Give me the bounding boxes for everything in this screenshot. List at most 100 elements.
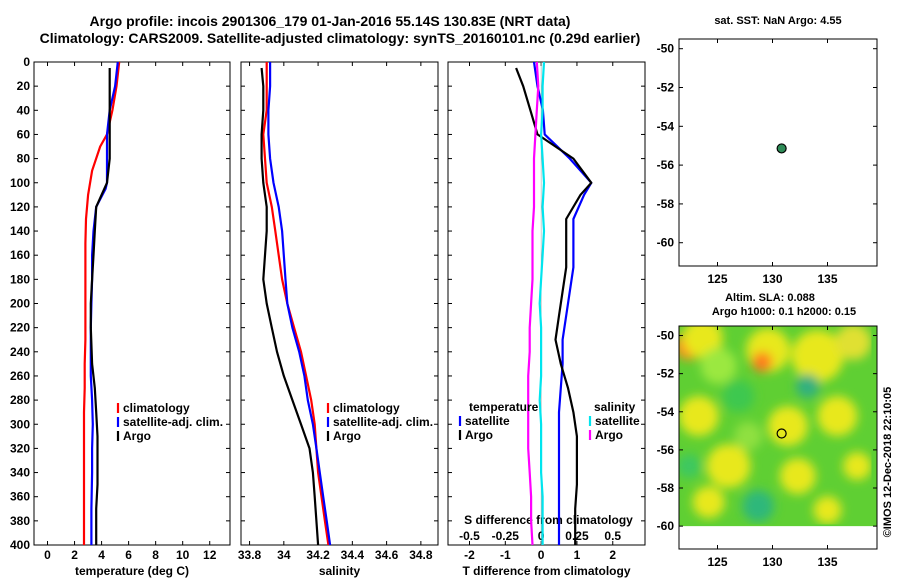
sla_map-xtick-label: 125 xyxy=(707,555,727,569)
sla_map-frame xyxy=(678,325,878,550)
depth-tick-label: 20 xyxy=(17,79,31,93)
salinity-xtick-label: 33.8 xyxy=(238,548,262,562)
difference-panel: -2 -1 0 1 2 T difference from climatology S di… xyxy=(447,61,646,578)
difference-s-tick-label: -0.5 xyxy=(459,529,480,543)
difference-s-tick-label: 0.5 xyxy=(604,529,621,543)
depth-tick-label: 60 xyxy=(17,127,31,141)
depth-tick-label: 220 xyxy=(10,321,30,335)
difference-xtick-label: 2 xyxy=(609,548,616,562)
sla-anomaly-blob xyxy=(835,326,872,361)
salinity-xtick-label: 34 xyxy=(277,548,291,562)
sst_map-ytick-label: -60 xyxy=(657,236,675,250)
temperature-xtick-label: 4 xyxy=(98,548,105,562)
depth-tick-label: 280 xyxy=(10,393,30,407)
salinity-xtick-label: 34.4 xyxy=(341,548,365,562)
sla_map-ytick-label: -50 xyxy=(657,329,675,343)
salinity-panel: 33.8 34 34.2 34.4 34.6 34.8 salinity climatolog… xyxy=(238,61,439,578)
sla_map-xtick-label: 130 xyxy=(762,555,782,569)
temperature-xtick-label: 2 xyxy=(71,548,78,562)
sst_map-xtick-label: 125 xyxy=(707,272,727,286)
difference-xtick-label: -2 xyxy=(464,548,475,562)
depth-tick-label: 380 xyxy=(10,514,30,528)
salinity-series-climatology xyxy=(262,62,330,546)
sst-map-title: sat. SST: NaN Argo: 4.55 xyxy=(714,15,841,27)
sst_map-xtick-label: 135 xyxy=(817,272,837,286)
temperature-legend-label: satellite-adj. clim. xyxy=(123,415,223,429)
sst-map-panel: 125 130 135 -50 -52 -54 -56 -58 -60 sat. SST: NaN… xyxy=(657,15,878,286)
temperature-legend-label: Argo xyxy=(123,429,151,443)
sla-map-panel: 125 130 135 -50 -52 -54 -56 -58 -60 Altim. SLA: 0… xyxy=(657,292,878,569)
depth-tick-label: 180 xyxy=(10,272,30,286)
temperature-xtick-label: 8 xyxy=(152,548,159,562)
difference-frame xyxy=(447,61,646,546)
difference-series-t-satellite xyxy=(532,61,593,545)
sla-anomaly-blob xyxy=(813,496,842,525)
sla-anomaly-blob xyxy=(692,486,725,519)
temperature-xtick-label: 10 xyxy=(176,548,190,562)
difference-xtick-label: -1 xyxy=(500,548,511,562)
salinity-xtick-label: 34.8 xyxy=(409,548,433,562)
depth-tick-label: 120 xyxy=(10,200,30,214)
sst_map-ytick-label: -54 xyxy=(657,119,675,133)
salinity-legend-label: Argo xyxy=(333,429,361,443)
sla-anomaly-blob xyxy=(679,396,719,437)
sla-anomaly-blob xyxy=(742,490,775,523)
imos-watermark: ©IMOS 12-Dec-2018 22:10:05 xyxy=(882,387,894,538)
depth-tick-label: 320 xyxy=(10,441,30,455)
difference-t-legend-label: satellite xyxy=(465,414,510,428)
sst_map-ytick-label: -58 xyxy=(657,197,675,211)
salinity-frame xyxy=(240,61,439,546)
sla_map-ytick-label: -54 xyxy=(657,405,675,419)
sla-anomaly-blob xyxy=(734,422,763,451)
depth-tick-label: 100 xyxy=(10,176,30,190)
figure-title-line1: Argo profile: incois 2901306_179 01-Jan-… xyxy=(90,13,571,29)
difference-series-s-satellite xyxy=(538,61,546,545)
sla_map-ytick-label: -60 xyxy=(657,519,675,533)
sla_map-ytick-label: -52 xyxy=(657,367,675,381)
sst_map-ytick-label: -50 xyxy=(657,42,675,56)
figure-title-line2: Climatology: CARS2009. Satellite-adjuste… xyxy=(40,30,641,46)
salinity-xlabel: salinity xyxy=(319,564,361,578)
depth-tick-label: 240 xyxy=(10,345,30,359)
salinity-series-argo xyxy=(260,67,320,546)
depth-tick-label: 0 xyxy=(23,55,30,69)
sla-anomaly-blob xyxy=(795,374,820,399)
sla_map-ytick-label: -56 xyxy=(657,443,675,457)
difference-xtick-label: 1 xyxy=(574,548,581,562)
sla-anomaly-blob xyxy=(752,352,773,373)
difference-xlabel: T difference from climatology xyxy=(462,564,630,578)
depth-tick-label: 40 xyxy=(17,103,31,117)
sst_map-ytick-label: -52 xyxy=(657,81,675,95)
sst_map-frame xyxy=(678,38,878,267)
depth-tick-label: 160 xyxy=(10,248,30,262)
difference-s-tick-label: 0 xyxy=(538,529,545,543)
difference-legend-title-temperature: temperature xyxy=(469,400,539,414)
difference-legend-title-salinity: salinity xyxy=(594,400,636,414)
sla-anomaly-blob xyxy=(722,380,755,413)
temperature-series-climatology xyxy=(82,61,121,545)
difference-s-tick-label: 0.25 xyxy=(565,529,589,543)
sla-anomaly-blob xyxy=(700,348,737,385)
sla_map-xtick-label: 135 xyxy=(817,555,837,569)
temperature-panel: 0204060801001201401601802002202402602803… xyxy=(10,55,231,578)
depth-tick-label: 360 xyxy=(10,490,30,504)
difference-xtick-label: 0 xyxy=(538,548,545,562)
sla-anomaly-blob xyxy=(843,452,872,481)
difference-s-legend-label: satellite xyxy=(595,414,640,428)
temperature-xtick-label: 0 xyxy=(44,548,51,562)
sla-field xyxy=(679,326,872,525)
temperature-series-argo xyxy=(89,68,111,545)
sla-anomaly-blob xyxy=(817,396,858,437)
depth-tick-label: 200 xyxy=(10,297,30,311)
temperature-series-satellite-adj-clim- xyxy=(89,61,119,545)
salinity-legend-label: satellite-adj. clim. xyxy=(333,415,433,429)
sla_map-ytick-label: -58 xyxy=(657,481,675,495)
sst_map-xtick-label: 130 xyxy=(762,272,782,286)
temperature-frame xyxy=(33,61,231,546)
sla-anomaly-blob xyxy=(779,458,816,495)
difference-s-axis-label: S difference from climatology xyxy=(464,513,633,527)
sla-anomaly-blob xyxy=(706,444,751,489)
sla-anomaly-blob xyxy=(767,406,808,447)
salinity-xtick-label: 34.2 xyxy=(306,548,330,562)
